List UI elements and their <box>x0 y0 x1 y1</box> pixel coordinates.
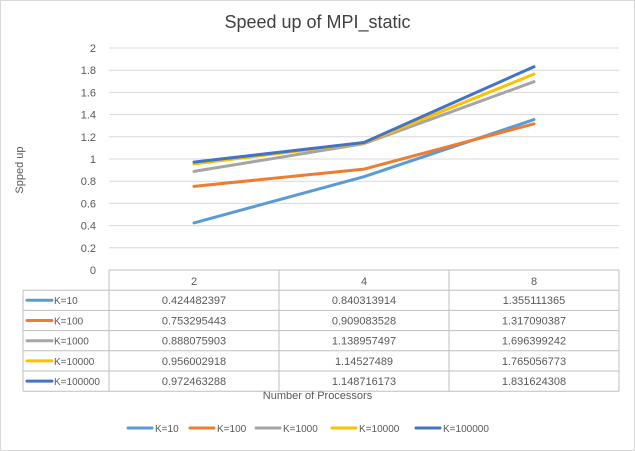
series-line <box>192 65 536 164</box>
data-label: 1.138957497 <box>332 336 396 348</box>
y-tick-label: 1.4 <box>81 110 96 122</box>
x-tick-label: 8 <box>531 276 537 288</box>
legend-label: K=100000 <box>443 424 489 435</box>
data-label: 1.696399242 <box>502 336 566 348</box>
table-series-name: K=10000 <box>54 357 95 368</box>
legend-label: K=10000 <box>359 424 400 435</box>
x-tick-label: 2 <box>191 276 197 288</box>
y-tick-label: 0 <box>90 265 96 277</box>
data-label: 0.972463288 <box>162 376 226 388</box>
y-tick-label: 1.6 <box>81 87 96 99</box>
data-label: 0.888075903 <box>162 336 226 348</box>
table-series-name: K=1000 <box>54 337 89 348</box>
data-label: 0.840313914 <box>332 295 396 307</box>
series-line <box>192 122 536 188</box>
series-line <box>192 72 536 166</box>
y-tick-label: 0.2 <box>81 243 96 255</box>
legend-label: K=10 <box>155 424 179 435</box>
data-label: 1.765056773 <box>502 356 566 368</box>
series-line <box>192 118 536 225</box>
data-label: 0.956002918 <box>162 356 226 368</box>
legend-label: K=1000 <box>283 424 318 435</box>
legend-label: K=100 <box>217 424 247 435</box>
data-label: 0.753295443 <box>162 315 226 327</box>
table-series-name: K=10 <box>54 296 78 307</box>
y-tick-label: 1.8 <box>81 65 96 77</box>
data-label: 1.355111365 <box>503 295 566 307</box>
data-label: 1.148716173 <box>332 376 396 388</box>
data-label: 1.14527489 <box>335 356 393 368</box>
data-label: 1.317090387 <box>502 315 566 327</box>
x-axis-title: Number of Processors <box>262 390 373 402</box>
y-tick-label: 2 <box>90 43 96 55</box>
y-tick-label: 1.2 <box>81 132 96 144</box>
data-label: 0.424482397 <box>162 295 226 307</box>
table-series-name: K=100 <box>54 316 84 327</box>
y-tick-label: 0.6 <box>81 198 96 210</box>
chart-title: Speed up of MPI_static <box>224 12 411 32</box>
data-label: 1.831624308 <box>502 376 566 388</box>
table-series-name: K=100000 <box>54 377 100 388</box>
y-tick-label: 1 <box>90 154 96 166</box>
data-label: 0.909083528 <box>332 315 396 327</box>
x-tick-label: 4 <box>361 276 367 288</box>
y-tick-label: 0.4 <box>81 221 96 233</box>
y-tick-label: 0.8 <box>81 176 96 188</box>
